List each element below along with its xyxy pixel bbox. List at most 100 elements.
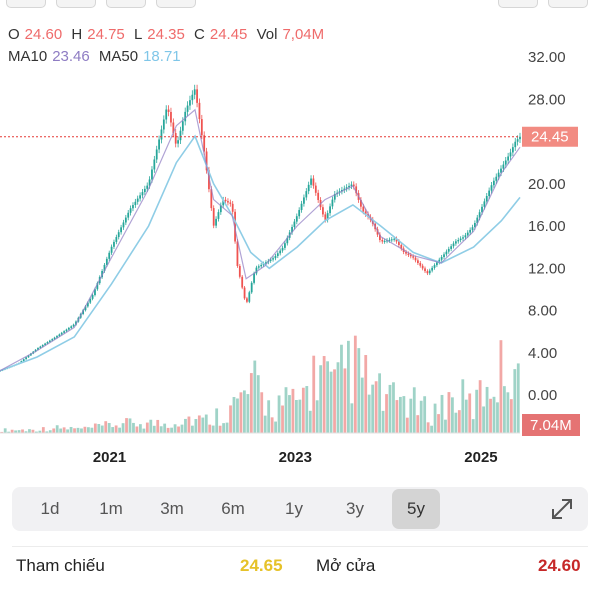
candle-body xyxy=(409,254,412,257)
candle-body xyxy=(229,202,232,204)
candle-body xyxy=(120,227,122,233)
candle-body xyxy=(48,340,51,343)
candle-body xyxy=(25,357,28,360)
volume-bar xyxy=(24,431,28,433)
candle-body xyxy=(298,210,301,217)
divider xyxy=(12,546,588,547)
x-tick-label: 2025 xyxy=(464,449,497,466)
candle-body xyxy=(60,332,63,335)
candle-body xyxy=(105,258,108,265)
close-label: C xyxy=(194,26,205,43)
toolbar-stub-6[interactable] xyxy=(548,0,588,8)
candle-body xyxy=(165,109,168,120)
volume-bar xyxy=(444,419,447,433)
volume-bar xyxy=(301,387,305,433)
tab-5y[interactable]: 5y xyxy=(392,489,440,529)
volume-bar xyxy=(478,380,482,433)
volume-bar xyxy=(451,397,454,433)
tab-1d[interactable]: 1d xyxy=(40,499,60,518)
candle-body xyxy=(274,255,277,259)
volume-bar xyxy=(107,422,111,433)
toolbar-stub-3[interactable] xyxy=(106,0,146,8)
toolbar-stub-4[interactable] xyxy=(156,0,196,8)
tab-1y[interactable]: 1y xyxy=(285,499,303,518)
volume-bar xyxy=(132,422,135,433)
candle-body xyxy=(246,298,248,302)
candle-body xyxy=(324,214,327,220)
candle-body xyxy=(305,191,308,198)
open-value: 24.60 xyxy=(24,26,63,43)
moving-average-lines xyxy=(0,108,521,372)
candle-body xyxy=(462,237,464,239)
candle-body xyxy=(151,169,153,180)
candle-body xyxy=(428,270,431,274)
volume-bar xyxy=(152,425,156,433)
volume-bar xyxy=(374,381,378,433)
toolbar-stub-2[interactable] xyxy=(56,0,96,8)
volume-bar xyxy=(45,431,49,433)
expand-icon[interactable] xyxy=(548,495,576,523)
volume-bar xyxy=(170,427,173,433)
x-axis-labels: 2021 2023 2025 xyxy=(93,449,498,466)
candle-body xyxy=(424,268,426,272)
toolbar-stub-5[interactable] xyxy=(498,0,538,8)
candle-body xyxy=(189,100,191,106)
volume-bar xyxy=(191,425,194,433)
price-chart[interactable]: 32.0028.0024.0020.0016.0012.008.004.000.… xyxy=(0,0,600,480)
volume-bar xyxy=(395,400,399,433)
toolbar-stub-1[interactable] xyxy=(6,0,46,8)
volume-bar xyxy=(145,422,149,433)
volume-bar xyxy=(437,414,440,433)
volume-bar xyxy=(340,344,343,433)
candle-body xyxy=(110,246,113,253)
volume-bar xyxy=(163,423,167,433)
volume-bar xyxy=(412,387,416,433)
candle-body xyxy=(227,201,229,203)
candle-body xyxy=(393,238,396,240)
candle-body xyxy=(414,257,417,261)
candle-body xyxy=(37,347,39,350)
volume-bar xyxy=(471,419,475,433)
volume-bar xyxy=(41,427,45,433)
volume-bar xyxy=(360,377,364,433)
volume-bar xyxy=(347,340,350,433)
close-value: 24.45 xyxy=(209,26,248,43)
volume-bar xyxy=(381,410,385,433)
volume-bar xyxy=(100,425,104,433)
candle-body xyxy=(447,248,450,252)
candle-body xyxy=(431,267,434,271)
volume-bar xyxy=(218,425,222,433)
candle-body xyxy=(53,337,56,340)
volume-bar xyxy=(159,426,163,433)
tab-3y[interactable]: 3y xyxy=(346,499,364,518)
volume-bar xyxy=(194,419,198,433)
volume-bar xyxy=(385,394,388,433)
tab-3m[interactable]: 3m xyxy=(160,499,184,518)
candle-body xyxy=(443,254,445,258)
candle-body xyxy=(450,246,453,249)
candle-body xyxy=(132,205,134,209)
candle-body xyxy=(440,257,443,260)
candle-body xyxy=(398,241,400,245)
ma50-value: 18.71 xyxy=(143,48,181,65)
ma10-label: MA10 xyxy=(8,48,48,65)
tab-1m[interactable]: 1m xyxy=(99,499,123,518)
volume-bar xyxy=(260,392,264,433)
volume-bar xyxy=(80,428,83,433)
volume-bar xyxy=(371,384,375,433)
volume-bar xyxy=(461,379,465,433)
candle-body xyxy=(504,160,507,165)
volume-bar xyxy=(308,410,312,433)
candle-body xyxy=(502,164,505,169)
candle-body xyxy=(307,184,310,192)
candle-body xyxy=(212,208,215,226)
tab-6m[interactable]: 6m xyxy=(221,499,245,518)
open-price-value: 24.60 xyxy=(538,556,581,575)
candle-body xyxy=(222,199,225,206)
candle-body xyxy=(343,188,346,190)
volume-bar xyxy=(17,430,21,433)
y-tick-label: 32.00 xyxy=(528,49,566,66)
candle-body xyxy=(241,276,244,288)
volume-bar xyxy=(336,362,340,433)
candle-body xyxy=(44,343,47,346)
